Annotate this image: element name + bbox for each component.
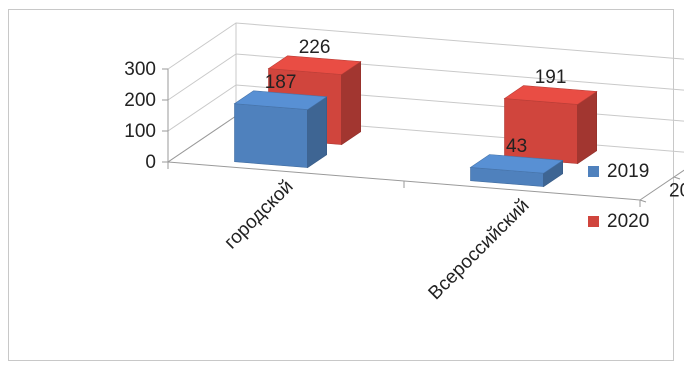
depth-tick-mark [639, 199, 647, 203]
legend-label: 2019 [607, 161, 649, 182]
y-tick-label: 200 [124, 90, 156, 111]
bars [233, 55, 598, 188]
gridline [167, 53, 684, 101]
y-tick-labels: 0 100 200 300 [124, 59, 156, 173]
legend: 2019 2020 [588, 161, 649, 232]
gridline [167, 22, 684, 70]
bar [469, 154, 564, 188]
bar [503, 85, 598, 165]
data-label: 43 [506, 136, 527, 157]
depth-label: 2019 [669, 181, 684, 202]
bar-side-face [341, 61, 362, 146]
depth-tick-mark [673, 176, 681, 180]
y-tick-label: 100 [124, 121, 156, 142]
bar-top-face [267, 55, 362, 75]
legend-swatch [588, 166, 599, 177]
bar-top-face [233, 90, 328, 110]
bar-top-face [503, 85, 598, 105]
bar-front-face [234, 103, 308, 168]
category-labels: городской Всероссийский [220, 176, 533, 304]
data-labels: 226 191 187 43 [265, 37, 567, 157]
legend-swatch [588, 216, 599, 227]
y-tick-label: 300 [124, 59, 156, 80]
y-tick-label: 0 [145, 152, 156, 173]
data-label: 187 [265, 72, 297, 93]
category-label: городской [220, 176, 297, 253]
data-label: 191 [535, 67, 567, 88]
data-label: 226 [299, 37, 331, 58]
bar [233, 90, 328, 169]
legend-label: 2020 [607, 211, 649, 232]
chart-axes [162, 68, 684, 207]
bar-top-face [469, 154, 564, 174]
category-label: Всероссийский [425, 195, 534, 304]
